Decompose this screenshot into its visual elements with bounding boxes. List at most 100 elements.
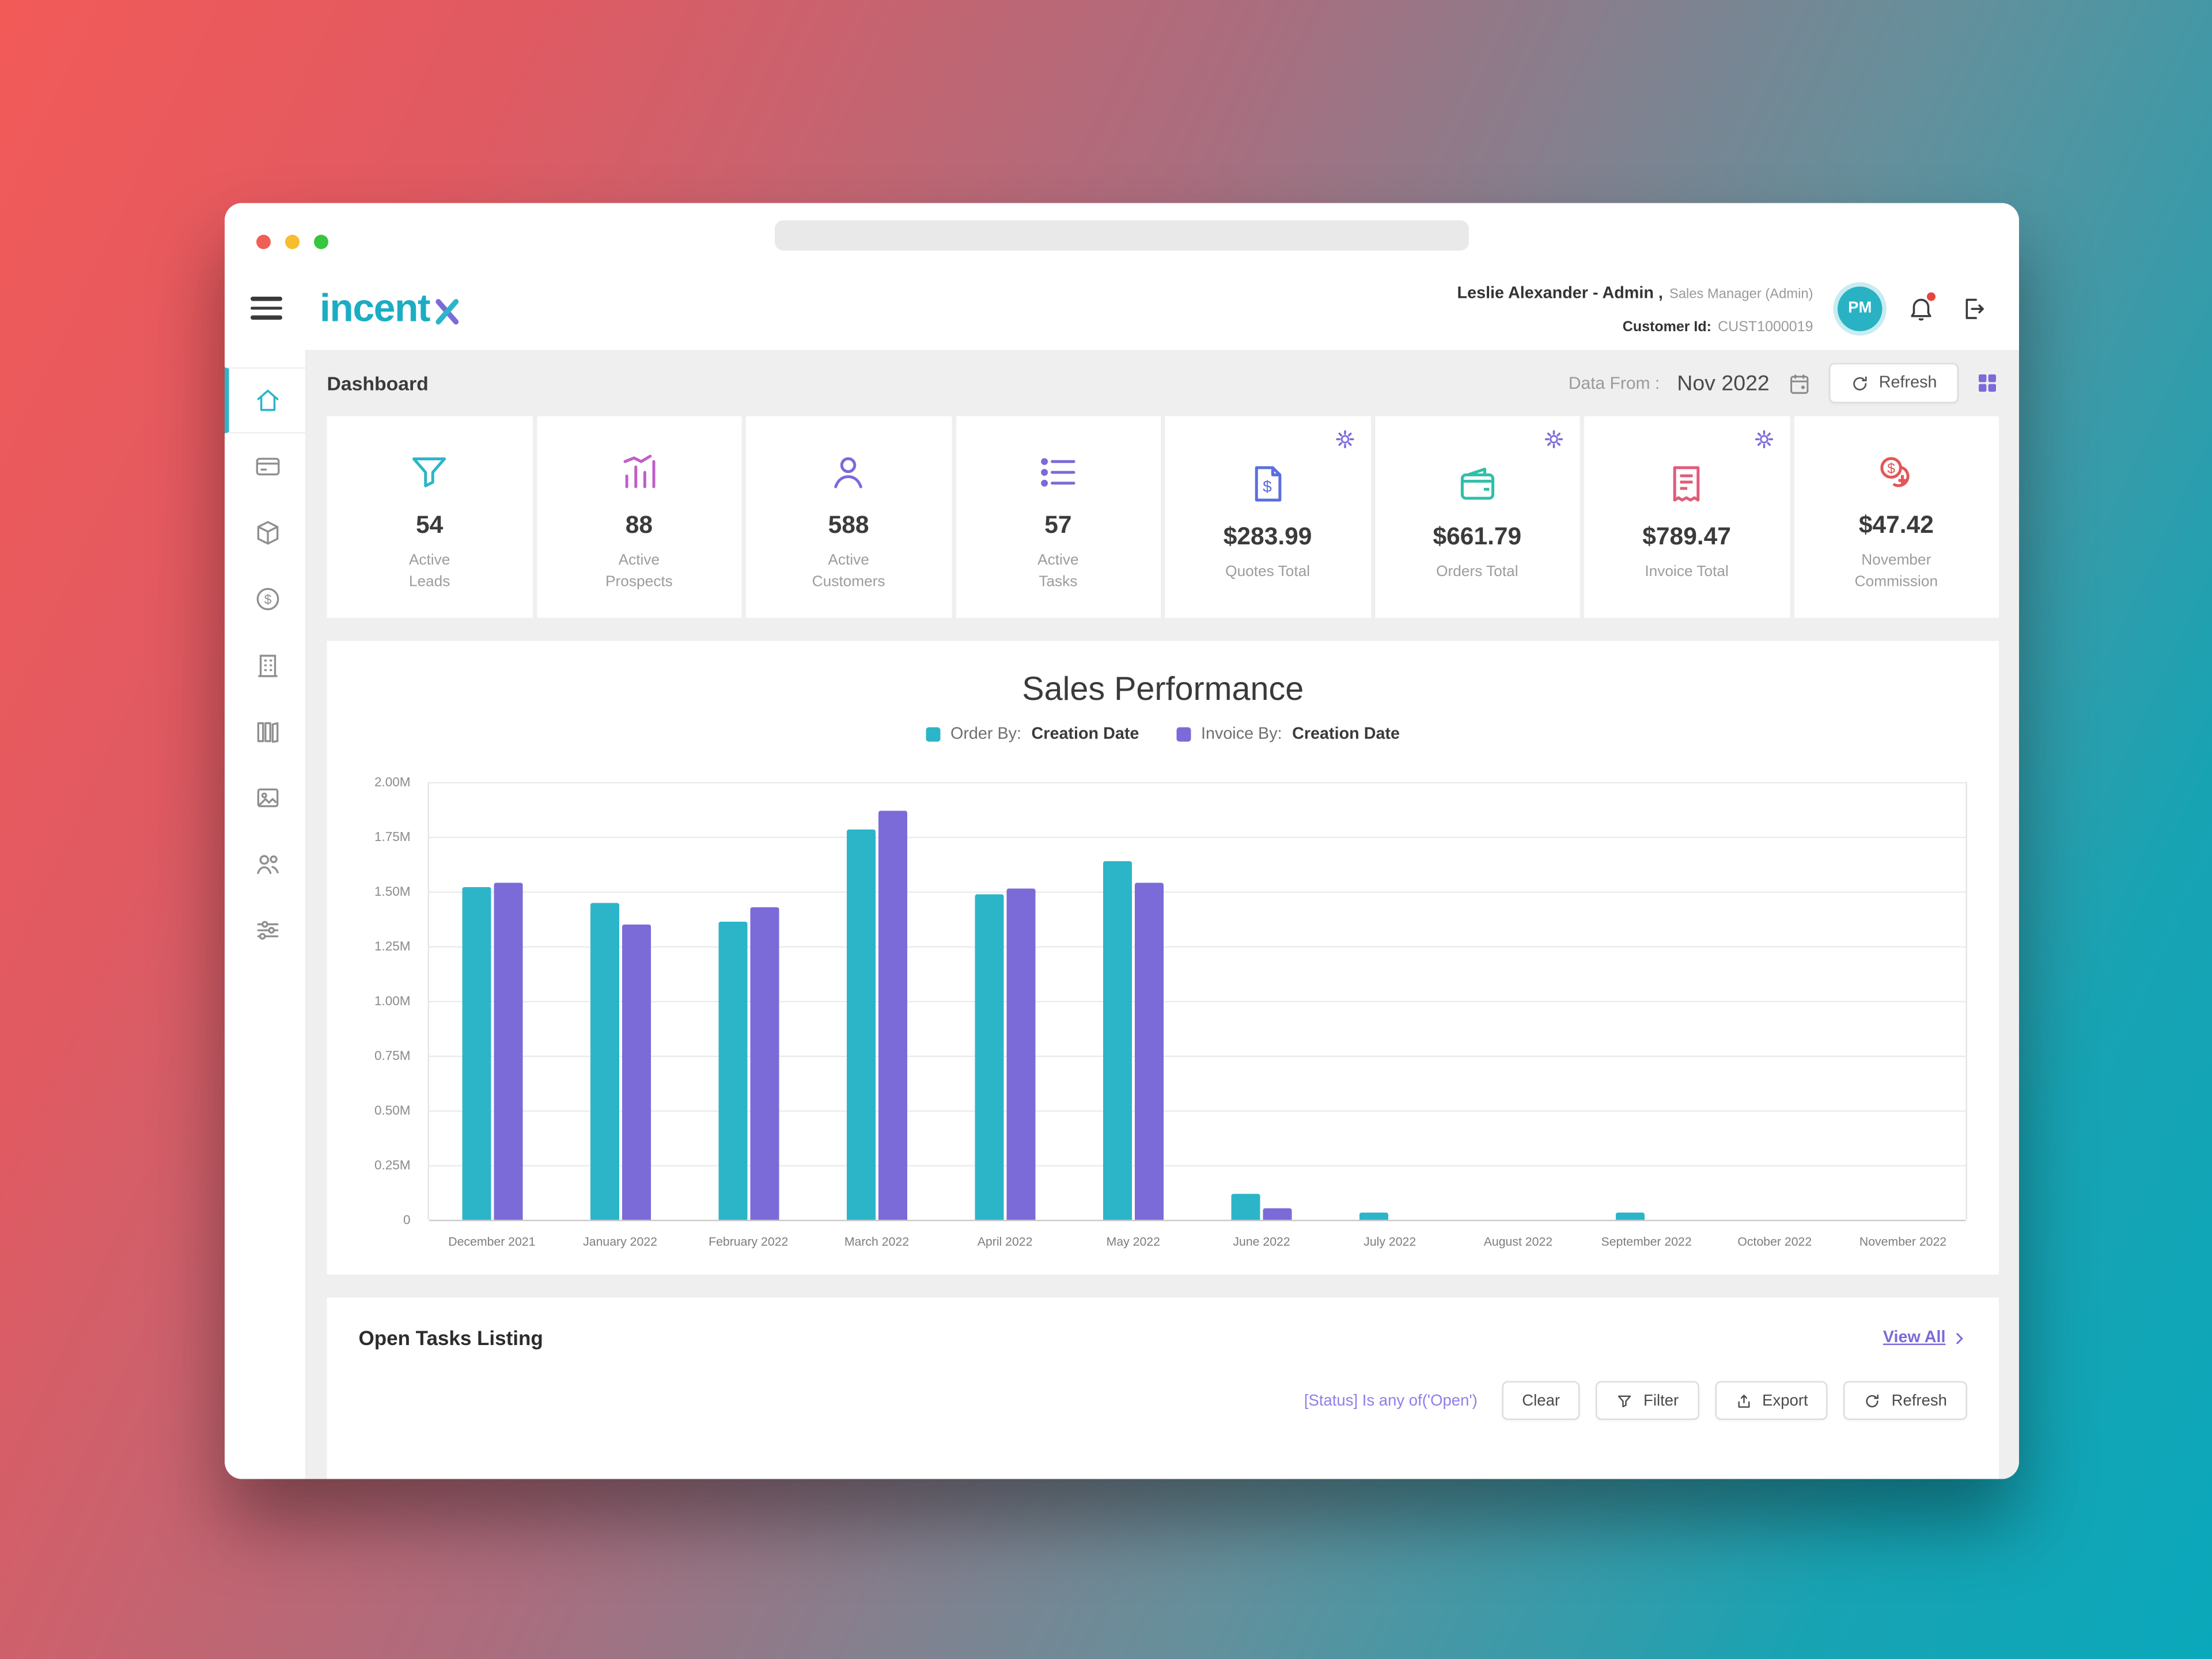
logo-text: incent (320, 286, 431, 329)
kpi-card-active-customers[interactable]: 588 Active Customers (746, 416, 952, 618)
y-tick-label: 0 (403, 1213, 411, 1227)
gear-icon[interactable] (1753, 429, 1774, 449)
x-tick-label: April 2022 (977, 1234, 1033, 1249)
chart-title: Sales Performance (1022, 669, 1304, 707)
open-tasks-card: Open Tasks Listing View All [Status] Is … (327, 1297, 1999, 1479)
minimize-window-button[interactable] (285, 234, 300, 249)
legend-label: Order By: (950, 726, 1022, 743)
kpi-card-active-prospects[interactable]: 88 Active Prospects (536, 416, 742, 618)
data-from-label: Data From : (1568, 373, 1660, 393)
invoice-icon (1665, 457, 1709, 509)
bar-invoice[interactable] (1135, 882, 1164, 1220)
library-icon (256, 722, 278, 743)
kpi-value: $789.47 (1642, 522, 1731, 550)
sidebar-item-settings[interactable] (225, 897, 305, 964)
user-info[interactable]: Leslie Alexander - Admin , Sales Manager… (1457, 275, 1813, 342)
customer-id-label: Customer Id: (1622, 320, 1711, 336)
x-tick-label: June 2022 (1233, 1234, 1290, 1249)
sidebar-item-cards[interactable] (225, 434, 305, 500)
bar-invoice[interactable] (878, 810, 908, 1220)
legend-item-invoice[interactable]: Invoice By: Creation Date (1176, 726, 1400, 743)
tasks-filter-row: [Status] Is any of('Open') Clear Filter … (359, 1381, 1967, 1420)
kpi-card-active-leads[interactable]: 54 Active Leads (327, 416, 532, 618)
logout-icon[interactable] (1960, 294, 1988, 322)
data-from-value[interactable]: Nov 2022 (1677, 370, 1770, 396)
main-row: $ (225, 350, 2019, 1479)
kpi-card-orders-total[interactable]: $661.79 Orders Total (1374, 416, 1580, 618)
sidebar-item-media[interactable] (225, 765, 305, 831)
kpi-label: Active Tasks (1037, 552, 1079, 590)
card-icon (255, 457, 279, 476)
toolbar-right: Data From : Nov 2022 Refresh (1569, 363, 1999, 403)
active-filter-text[interactable]: [Status] Is any of('Open') (1304, 1392, 1478, 1410)
sidebar-item-home[interactable] (225, 367, 305, 434)
chart-bars (429, 782, 1966, 1220)
sidebar-item-products[interactable] (225, 500, 305, 566)
chart-xlabels: December 2021 January 2022 February 2022 Ma… (428, 1226, 1968, 1257)
clear-button[interactable]: Clear (1502, 1381, 1581, 1420)
bar-invoice[interactable] (1263, 1209, 1292, 1220)
kpi-card-active-tasks[interactable]: 57 Active Tasks (955, 416, 1161, 618)
kpi-value: $47.42 (1858, 512, 1934, 539)
gear-icon[interactable] (1334, 429, 1354, 449)
address-bar[interactable] (775, 220, 1469, 251)
gridline (429, 782, 1966, 783)
bar-order[interactable] (1359, 1213, 1388, 1220)
page-title: Dashboard (327, 372, 429, 394)
close-window-button[interactable] (256, 234, 271, 249)
bar-order[interactable] (1103, 861, 1132, 1220)
bar-order[interactable] (719, 922, 748, 1220)
kpi-value: 588 (828, 512, 869, 539)
legend-value: Creation Date (1031, 726, 1139, 743)
gear-icon[interactable] (1544, 429, 1564, 449)
sales-performance-card: Sales Performance Order By: Creation Dat… (327, 641, 1999, 1275)
avatar[interactable]: PM (1838, 286, 1883, 331)
refresh-tasks-button[interactable]: Refresh (1844, 1381, 1967, 1420)
notification-bell-icon[interactable] (1907, 292, 1936, 323)
hamburger-menu-icon[interactable] (251, 297, 282, 319)
bar-order[interactable] (975, 893, 1004, 1220)
bar-invoice[interactable] (494, 882, 524, 1220)
zoom-window-button[interactable] (314, 234, 328, 249)
kpi-card-quotes-total[interactable]: $ $283.99 Quotes Total (1165, 416, 1370, 618)
header-right: Leslie Alexander - Admin , Sales Manager… (1457, 275, 1987, 342)
sidebar-item-customers[interactable] (225, 831, 305, 897)
kpi-card-november-commission[interactable]: $ $47.42 November Commission (1793, 416, 1999, 618)
bar-invoice[interactable] (622, 924, 652, 1220)
export-button[interactable]: Export (1714, 1381, 1828, 1420)
chevron-right-icon (1956, 1332, 1963, 1344)
bar-group (1325, 782, 1453, 1220)
export-button-label: Export (1762, 1392, 1808, 1410)
sidebar-item-pricing[interactable]: $ (225, 566, 305, 632)
filter-button[interactable]: Filter (1596, 1381, 1699, 1420)
bar-order[interactable] (847, 830, 876, 1220)
svg-text:$: $ (263, 592, 271, 607)
bar-invoice[interactable] (751, 907, 780, 1220)
bar-order[interactable] (1231, 1193, 1260, 1220)
dollar-icon: $ (256, 588, 279, 611)
bar-order[interactable] (590, 902, 620, 1220)
kpi-label: Active Prospects (605, 552, 673, 590)
y-tick-label: 0.50M (374, 1103, 411, 1118)
legend-item-order[interactable]: Order By: Creation Date (926, 726, 1139, 743)
y-tick-label: 0.25M (374, 1158, 411, 1172)
calendar-icon[interactable] (1787, 371, 1812, 396)
sidebar-item-company[interactable] (225, 632, 305, 699)
app-logo[interactable]: incent (320, 286, 461, 331)
gridline (429, 891, 1966, 893)
x-tick-label: March 2022 (844, 1234, 910, 1249)
sidebar-item-catalog[interactable] (225, 699, 305, 765)
widgets-grid-icon[interactable] (1976, 372, 1999, 395)
refresh-dashboard-button[interactable]: Refresh (1828, 363, 1959, 403)
customer-id-value: CUST1000019 (1718, 320, 1813, 336)
user-role: Sales Manager (Admin) (1669, 286, 1813, 302)
bar-group (1453, 782, 1581, 1220)
bar-order[interactable] (463, 887, 492, 1220)
kpi-card-invoice-total[interactable]: $789.47 Invoice Total (1584, 416, 1790, 618)
bar-invoice[interactable] (1006, 889, 1036, 1220)
bar-order[interactable] (1615, 1213, 1645, 1220)
kpi-value: $283.99 (1223, 522, 1312, 550)
view-all-link[interactable]: View All (1883, 1330, 1967, 1347)
window-controls (256, 234, 328, 249)
